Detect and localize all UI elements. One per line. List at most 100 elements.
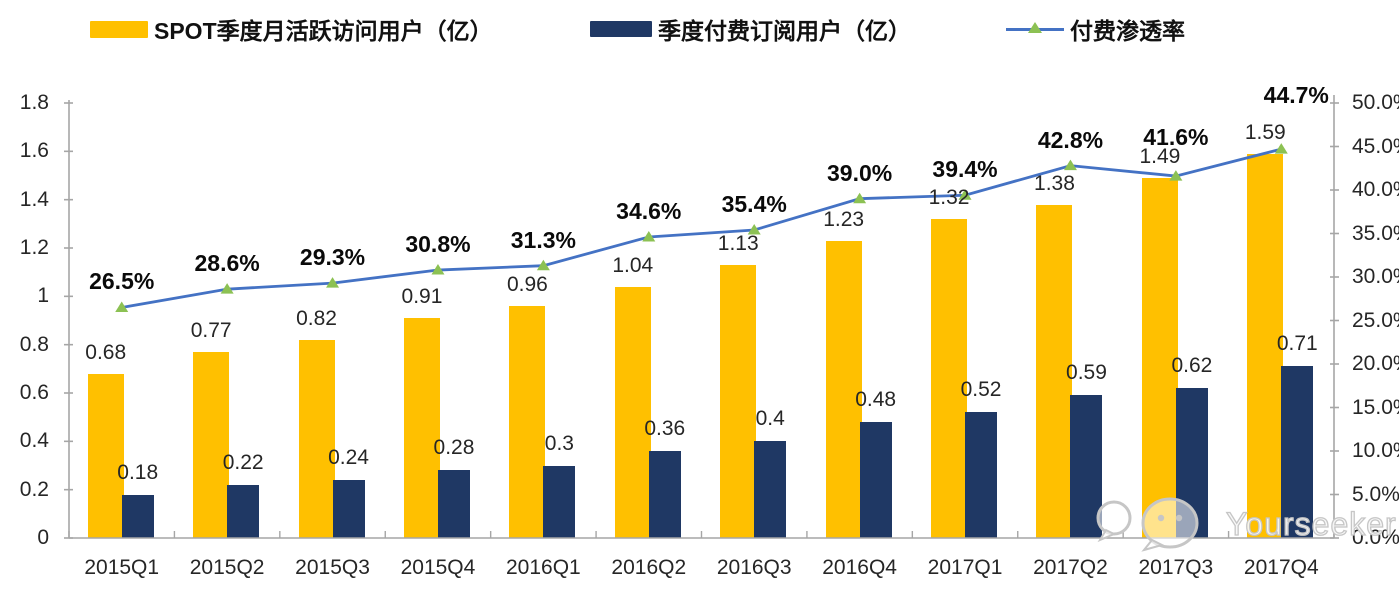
subs-bar — [648, 451, 681, 538]
subs-bar — [332, 480, 365, 538]
y-axis-left-label: 1 — [37, 284, 49, 308]
subs-bar — [859, 422, 892, 538]
penetration-pct-label: 42.8% — [1037, 126, 1104, 153]
mau-value-label: 1.04 — [612, 253, 654, 277]
mau-bar — [403, 318, 440, 538]
y-axis-left-label: 1.2 — [19, 236, 49, 259]
mau-value-label: 0.82 — [296, 306, 337, 330]
x-axis-label: 2016Q3 — [716, 556, 792, 579]
y-axis-right-label: 5.0% — [1352, 482, 1399, 506]
y-axis-left-label: 0.6 — [19, 381, 49, 404]
y-axis-right-label: 50.0% — [1352, 91, 1399, 114]
penetration-pct-label: 26.5% — [89, 268, 155, 295]
penetration-pct-label: 34.6% — [616, 197, 682, 224]
x-axis-label: 2015Q4 — [400, 556, 476, 579]
y-axis-left-label: 1.6 — [19, 139, 49, 163]
x-axis-label: 2017Q2 — [1033, 556, 1108, 579]
mau-value-label: 1.38 — [1034, 171, 1075, 195]
x-axis-label: 2016Q4 — [822, 556, 897, 579]
penetration-pct-label: 30.8% — [405, 231, 471, 258]
subs-value-label: 0.62 — [1171, 354, 1213, 378]
mau-value-label: 0.68 — [85, 340, 127, 364]
x-axis-label: 2015Q3 — [295, 556, 370, 579]
subs-value-label: 0.59 — [1066, 361, 1107, 385]
penetration-pct-label: 44.7% — [1263, 82, 1329, 109]
legend-item-penetration: 付费渗透率 — [1006, 14, 1185, 44]
penetration-pct-label: 31.3% — [510, 226, 576, 253]
penetration-pct-label: 41.6% — [1143, 124, 1209, 151]
y-axis-right-label: 0.0% — [1352, 526, 1399, 549]
subs-value-label: 0.22 — [222, 450, 264, 474]
y-axis-right-label: 40.0% — [1352, 178, 1399, 201]
legend-item-subs: 季度付费订阅用户（亿） — [590, 14, 911, 44]
y-axis-right-label: 10.0% — [1352, 439, 1399, 462]
mau-value-label: 1.32 — [928, 186, 970, 209]
x-axis-label: 2015Q1 — [84, 556, 160, 579]
mau-bar — [614, 286, 651, 538]
subs-legend-label: 季度付费订阅用户（亿） — [658, 18, 911, 44]
penetration-pct-label: 29.3% — [299, 244, 366, 271]
subs-bar — [543, 465, 576, 538]
mau-bar — [720, 264, 757, 538]
penetration-pct-label: 39.4% — [932, 156, 998, 183]
subs-value-label: 0.24 — [328, 446, 369, 469]
subs-bar — [437, 470, 470, 538]
subs-value-label: 0.28 — [433, 436, 475, 460]
x-axis-label: 2017Q1 — [927, 556, 1003, 579]
y-axis-right-label: 15.0% — [1352, 395, 1399, 419]
subs-value-label: 0.4 — [755, 407, 785, 431]
y-axis-left-label: 0.8 — [19, 332, 49, 356]
mau-value-label: 0.77 — [190, 318, 232, 342]
x-axis-label: 2017Q4 — [1243, 556, 1319, 579]
mau-bar — [509, 306, 546, 538]
wechat-icon — [1096, 497, 1199, 552]
mau-bar — [87, 373, 124, 538]
y-axis-right-label: 35.0% — [1352, 221, 1399, 245]
y-axis-left-label: 0 — [37, 526, 49, 549]
x-axis-label: 2017Q3 — [1138, 556, 1214, 579]
mau-legend-swatch — [90, 20, 148, 38]
y-axis-right-label: 30.0% — [1352, 265, 1399, 288]
y-axis-left-label: 1.4 — [19, 187, 49, 211]
subs-bar — [754, 441, 787, 538]
subs-bar — [121, 494, 154, 538]
subs-value-label: 0.3 — [544, 431, 574, 455]
subs-value-label: 0.71 — [1276, 332, 1318, 356]
triangle-marker-icon — [1028, 22, 1042, 33]
y-axis-right-label: 25.0% — [1352, 308, 1399, 332]
watermark: Yourseeker — [1086, 492, 1397, 556]
x-axis-label: 2016Q1 — [506, 556, 581, 579]
subs-value-label: 0.36 — [644, 417, 686, 440]
y-axis-left-label: 0.4 — [19, 429, 49, 453]
mau-bar — [298, 339, 335, 538]
subs-value-label: 0.52 — [960, 378, 1002, 402]
y-axis-left-label: 0.2 — [19, 477, 49, 501]
x-axis-label: 2015Q2 — [189, 556, 265, 579]
watermark-text: Yourseeker — [1225, 505, 1397, 542]
mau-value-label: 1.59 — [1244, 120, 1286, 144]
subs-bar — [965, 412, 998, 538]
penetration-pct-label: 28.6% — [194, 250, 260, 277]
penetration-legend-label: 付费渗透率 — [1070, 18, 1185, 44]
mau-value-label: 1.23 — [823, 207, 865, 231]
penetration-pct-label: 39.0% — [827, 159, 893, 186]
y-axis-right-label: 45.0% — [1352, 134, 1399, 158]
y-axis-right-label: 20.0% — [1352, 352, 1399, 375]
line-marker-icon — [1006, 14, 1064, 44]
mau-value-label: 0.91 — [401, 285, 443, 309]
subs-legend-swatch — [590, 21, 652, 37]
y-axis-left-label: 1.8 — [19, 91, 49, 114]
mau-value-label: 0.96 — [506, 273, 548, 296]
subs-bar — [1281, 366, 1314, 538]
mau-value-label: 1.49 — [1139, 144, 1181, 168]
penetration-pct-label: 35.4% — [721, 191, 787, 218]
x-axis-label: 2016Q2 — [611, 556, 687, 579]
mau-value-label: 1.13 — [717, 231, 759, 255]
legend-item-mau: SPOT季度月活跃访问用户（亿） — [90, 14, 493, 44]
subs-value-label: 0.48 — [855, 388, 897, 411]
mau-bar — [193, 351, 230, 538]
